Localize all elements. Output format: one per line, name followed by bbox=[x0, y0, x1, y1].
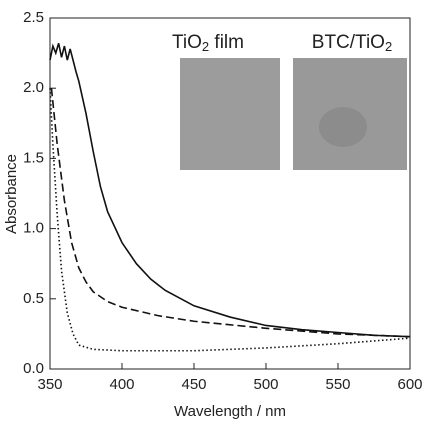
inset-spot bbox=[319, 107, 367, 147]
inset-label-part: TiO bbox=[172, 32, 202, 53]
y-tick-label: 1.5 bbox=[23, 149, 44, 166]
y-tick-label: 0.5 bbox=[23, 290, 44, 307]
inset-label: TiO2 film bbox=[172, 32, 244, 54]
inset-label-sub: 2 bbox=[385, 39, 392, 54]
inset-label-sub: 2 bbox=[202, 39, 209, 54]
inset-label-part: film bbox=[209, 32, 244, 53]
x-axis-label: Wavelength / nm bbox=[174, 403, 286, 420]
x-tick-label: 600 bbox=[397, 376, 422, 393]
series-line bbox=[50, 88, 411, 338]
y-tick-label: 1.0 bbox=[23, 220, 44, 237]
x-tick-label: 400 bbox=[109, 376, 134, 393]
inset-label-part: BTC/TiO bbox=[312, 32, 385, 53]
x-tick-label: 500 bbox=[253, 376, 278, 393]
y-tick-label: 0.0 bbox=[23, 360, 44, 377]
inset-label: BTC/TiO2 bbox=[312, 32, 392, 54]
y-tick-label: 2.5 bbox=[23, 9, 44, 26]
plot-frame bbox=[49, 17, 411, 370]
series-line bbox=[49, 43, 411, 338]
y-axis-label: Absorbance bbox=[3, 154, 20, 234]
x-tick-label: 350 bbox=[37, 376, 62, 393]
x-tick-label: 550 bbox=[325, 376, 350, 393]
y-tick-label: 2.0 bbox=[23, 79, 44, 96]
inset-image bbox=[180, 58, 280, 170]
x-tick-label: 450 bbox=[181, 376, 206, 393]
